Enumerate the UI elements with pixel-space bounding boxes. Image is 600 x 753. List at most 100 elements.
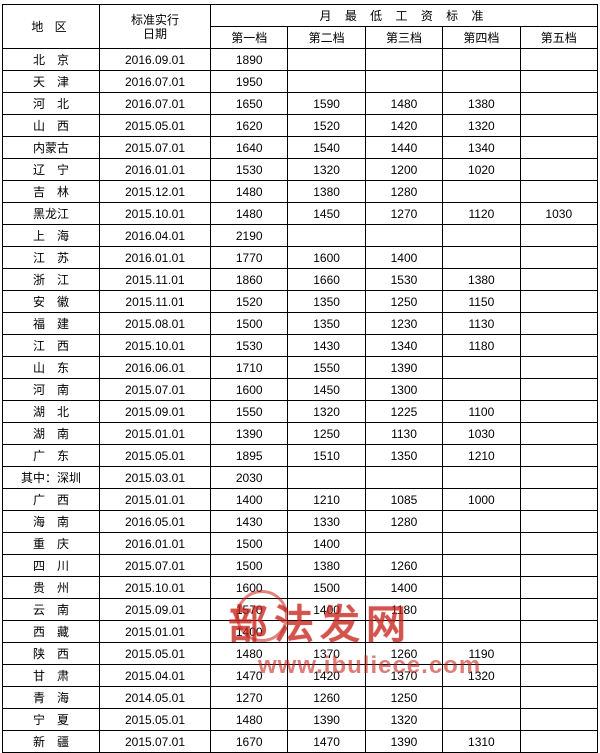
cell-region: 山 西 <box>2 114 100 137</box>
cell-tier-2: 1260 <box>287 686 366 709</box>
table-row: 甘 肃 2015.04.01 1470 1420 1370 1320 <box>2 664 599 687</box>
cell-tier-3: 1280 <box>364 510 444 533</box>
cell-tier-1: 1480 <box>209 202 289 225</box>
cell-tier-3: 1260 <box>364 554 444 577</box>
cell-tier-1: 1710 <box>209 356 289 379</box>
cell-tier-1: 1620 <box>209 114 289 137</box>
cell-region: 浙 江 <box>2 268 100 291</box>
cell-region: 海 南 <box>2 510 100 533</box>
cell-region: 云 南 <box>2 598 100 621</box>
cell-date: 2015.08.01 <box>99 312 211 335</box>
cell-date: 2014.05.01 <box>99 686 211 709</box>
cell-tier-5 <box>519 686 599 709</box>
minimum-wage-table: 地 区 标准实行 日期 月 最 低 工 资 标 准 第一档 第二档 第三档 第四… <box>2 4 599 753</box>
cell-tier-3 <box>364 48 444 71</box>
cell-tier-2: 1210 <box>287 488 366 511</box>
cell-date: 2015.01.01 <box>99 488 211 511</box>
cell-tier-3: 1350 <box>364 444 444 467</box>
cell-tier-2: 1590 <box>287 92 366 115</box>
cell-region: 福 建 <box>2 312 100 335</box>
cell-tier-2: 1520 <box>287 114 366 137</box>
cell-tier-4: 1030 <box>442 422 521 445</box>
cell-tier-5 <box>519 664 599 687</box>
cell-tier-4: 1000 <box>442 488 521 511</box>
cell-tier-4 <box>442 576 521 599</box>
cell-tier-4: 1100 <box>442 400 521 423</box>
cell-region: 湖 北 <box>2 400 100 423</box>
header-date-line2: 日期 <box>142 26 167 41</box>
cell-region: 西 藏 <box>2 620 100 643</box>
cell-tier-4: 1120 <box>442 202 521 225</box>
cell-tier-2: 1350 <box>287 312 366 335</box>
cell-tier-3: 1270 <box>364 202 444 225</box>
cell-tier-3: 1250 <box>364 290 444 313</box>
table-row: 云 南 2015.09.01 1570 1400 1180 <box>2 598 599 621</box>
cell-tier-3: 1340 <box>364 334 444 357</box>
header-date: 标准实行 日期 <box>99 4 211 49</box>
cell-tier-4: 1130 <box>442 312 521 335</box>
cell-region: 重 庆 <box>2 532 100 555</box>
cell-tier-4 <box>442 48 521 71</box>
cell-tier-4 <box>442 598 521 621</box>
cell-tier-1: 1400 <box>209 620 289 643</box>
cell-date: 2015.10.01 <box>99 334 211 357</box>
cell-tier-5 <box>519 444 599 467</box>
cell-date: 2016.05.01 <box>99 510 211 533</box>
cell-tier-1: 1530 <box>209 158 289 181</box>
cell-tier-3: 1320 <box>364 708 444 731</box>
cell-region: 青 海 <box>2 686 100 709</box>
cell-date: 2016.01.01 <box>99 246 211 269</box>
table-row: 安 徽 2015.11.01 1520 1350 1250 1150 <box>2 290 599 313</box>
cell-tier-3: 1530 <box>364 268 444 291</box>
cell-tier-5 <box>519 466 599 489</box>
cell-tier-1: 1640 <box>209 136 289 159</box>
cell-tier-1: 1430 <box>209 510 289 533</box>
cell-tier-3: 1280 <box>364 180 444 203</box>
cell-tier-1: 1400 <box>209 488 289 511</box>
cell-tier-5 <box>519 554 599 577</box>
cell-date: 2016.07.01 <box>99 92 211 115</box>
header-region: 地 区 <box>2 4 100 49</box>
table-header: 地 区 标准实行 日期 月 最 低 工 资 标 准 第一档 第二档 第三档 第四… <box>2 4 599 49</box>
cell-date: 2015.05.01 <box>99 444 211 467</box>
cell-tier-3: 1400 <box>364 576 444 599</box>
cell-date: 2016.07.01 <box>99 70 211 93</box>
cell-tier-5 <box>519 378 599 401</box>
cell-tier-2: 1320 <box>287 158 366 181</box>
cell-region: 北 京 <box>2 48 100 71</box>
cell-tier-4: 1380 <box>442 92 521 115</box>
cell-date: 2015.05.01 <box>99 114 211 137</box>
cell-date: 2015.09.01 <box>99 598 211 621</box>
cell-tier-1: 1500 <box>209 554 289 577</box>
cell-tier-2: 1330 <box>287 510 366 533</box>
cell-tier-2: 1350 <box>287 290 366 313</box>
table-row: 海 南 2016.05.01 1430 1330 1280 <box>2 510 599 533</box>
cell-region: 黑龙江 <box>2 202 100 225</box>
cell-tier-5 <box>519 334 599 357</box>
table-row: 西 藏 2015.01.01 1400 <box>2 620 599 643</box>
cell-tier-3: 1130 <box>364 422 444 445</box>
cell-tier-5 <box>519 488 599 511</box>
cell-tier-5 <box>519 620 599 643</box>
cell-region: 江 西 <box>2 334 100 357</box>
cell-tier-2: 1500 <box>287 576 366 599</box>
header-row-tiers: 第一档 第二档 第三档 第四档 第五档 <box>3 26 599 49</box>
cell-date: 2015.05.01 <box>99 642 211 665</box>
cell-tier-5 <box>519 356 599 379</box>
cell-tier-3 <box>364 224 444 247</box>
cell-date: 2015.01.01 <box>99 422 211 445</box>
header-row-top: 地 区 标准实行 日期 月 最 低 工 资 标 准 <box>2 4 598 49</box>
cell-tier-5 <box>519 400 599 423</box>
cell-tier-2: 1510 <box>287 444 366 467</box>
cell-tier-5 <box>519 290 599 313</box>
cell-tier-2: 1540 <box>287 136 366 159</box>
cell-region: 广 东 <box>2 444 100 467</box>
cell-tier-2: 1660 <box>287 268 366 291</box>
cell-tier-4 <box>442 356 521 379</box>
cell-tier-3: 1085 <box>364 488 444 511</box>
cell-region: 新 疆 <box>2 730 100 753</box>
cell-tier-1: 2190 <box>209 224 289 247</box>
cell-tier-1: 1530 <box>209 334 289 357</box>
cell-tier-3: 1420 <box>364 114 444 137</box>
cell-region: 山 东 <box>2 356 100 379</box>
